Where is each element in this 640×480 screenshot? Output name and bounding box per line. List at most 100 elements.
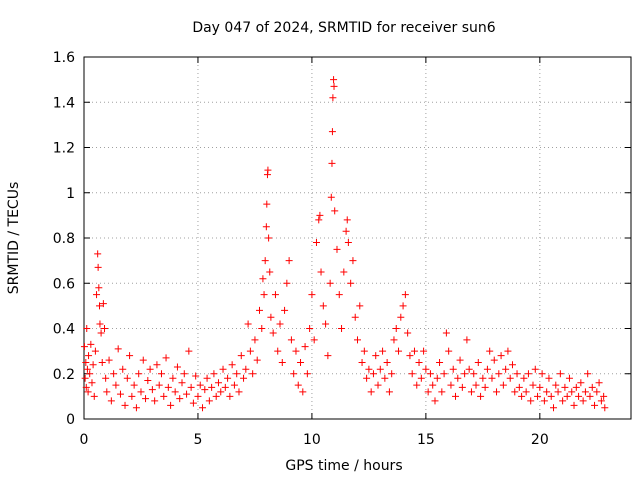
data-point bbox=[271, 291, 279, 299]
data-point bbox=[581, 388, 589, 396]
data-point bbox=[406, 352, 414, 360]
data-point bbox=[169, 374, 177, 382]
data-point bbox=[176, 395, 184, 403]
data-point bbox=[294, 381, 302, 389]
data-point bbox=[324, 352, 332, 360]
data-point bbox=[413, 381, 421, 389]
data-point bbox=[458, 383, 466, 391]
data-point bbox=[376, 365, 384, 373]
data-point bbox=[508, 361, 516, 369]
data-point bbox=[465, 365, 473, 373]
data-point bbox=[107, 397, 115, 405]
data-point bbox=[588, 383, 596, 391]
data-point bbox=[335, 291, 343, 299]
data-point bbox=[369, 370, 377, 378]
data-point bbox=[317, 268, 325, 276]
data-point bbox=[388, 370, 396, 378]
data-point bbox=[372, 352, 380, 360]
y-tick-label: 0.4 bbox=[53, 322, 75, 338]
data-point bbox=[322, 320, 330, 328]
data-point bbox=[189, 399, 197, 407]
data-point bbox=[199, 404, 207, 412]
data-point bbox=[524, 370, 532, 378]
data-point bbox=[340, 268, 348, 276]
data-point bbox=[98, 358, 106, 366]
data-point bbox=[132, 404, 140, 412]
data-point bbox=[365, 365, 373, 373]
data-point bbox=[601, 404, 609, 412]
data-point bbox=[363, 374, 371, 382]
data-point bbox=[424, 388, 432, 396]
data-point bbox=[385, 388, 393, 396]
data-point bbox=[600, 392, 608, 400]
x-tick-label: 5 bbox=[193, 432, 202, 448]
data-point bbox=[278, 358, 286, 366]
data-point bbox=[180, 370, 188, 378]
data-point bbox=[383, 358, 391, 366]
data-point bbox=[137, 388, 145, 396]
data-point bbox=[374, 381, 382, 389]
data-point bbox=[264, 166, 272, 174]
data-point bbox=[518, 392, 526, 400]
data-point bbox=[83, 325, 91, 332]
y-tick-label: 0.8 bbox=[53, 231, 75, 247]
data-point bbox=[483, 365, 491, 373]
data-point bbox=[297, 358, 305, 366]
data-point bbox=[463, 336, 471, 344]
data-point bbox=[404, 329, 412, 337]
data-point bbox=[301, 343, 309, 351]
data-point bbox=[506, 374, 514, 382]
data-point bbox=[499, 381, 507, 389]
data-point bbox=[94, 250, 102, 258]
data-point bbox=[438, 388, 446, 396]
data-point bbox=[395, 347, 403, 355]
data-point bbox=[504, 347, 512, 355]
data-point bbox=[392, 325, 400, 332]
data-point bbox=[167, 401, 175, 409]
data-point bbox=[203, 374, 211, 382]
chart-title: Day 047 of 2024, SRMTID for receiver sun… bbox=[192, 20, 495, 36]
data-point bbox=[330, 76, 338, 84]
data-point bbox=[194, 392, 202, 400]
data-point bbox=[205, 397, 213, 405]
x-tick-label: 20 bbox=[531, 432, 549, 448]
data-point bbox=[312, 239, 320, 247]
data-point bbox=[123, 374, 131, 382]
data-point bbox=[119, 365, 127, 373]
data-point bbox=[283, 279, 291, 287]
data-point bbox=[431, 397, 439, 405]
data-point bbox=[522, 388, 530, 396]
data-point bbox=[445, 347, 453, 355]
data-point bbox=[344, 239, 352, 247]
data-point bbox=[310, 336, 318, 344]
data-point bbox=[226, 392, 234, 400]
grid bbox=[84, 57, 631, 419]
data-point bbox=[479, 374, 487, 382]
data-point bbox=[210, 370, 218, 378]
data-point bbox=[327, 193, 335, 201]
data-point bbox=[308, 291, 316, 299]
data-point bbox=[183, 390, 191, 398]
data-point bbox=[513, 370, 521, 378]
data-point bbox=[559, 397, 567, 405]
data-point bbox=[563, 392, 571, 400]
data-point bbox=[338, 325, 346, 332]
data-point bbox=[319, 302, 327, 310]
data-point bbox=[556, 370, 564, 378]
data-point bbox=[285, 257, 293, 265]
data-point bbox=[164, 383, 172, 391]
data-point bbox=[274, 347, 282, 355]
y-tick-label: 1.4 bbox=[53, 95, 75, 111]
data-point bbox=[259, 275, 267, 283]
data-point bbox=[233, 370, 241, 378]
data-point bbox=[269, 329, 277, 337]
data-point bbox=[531, 365, 539, 373]
data-point bbox=[349, 257, 357, 265]
data-point bbox=[84, 388, 92, 396]
data-point bbox=[426, 370, 434, 378]
data-point bbox=[326, 279, 334, 287]
data-point bbox=[575, 392, 583, 400]
data-point bbox=[90, 392, 98, 400]
data-point bbox=[584, 370, 592, 378]
data-point bbox=[328, 159, 336, 167]
